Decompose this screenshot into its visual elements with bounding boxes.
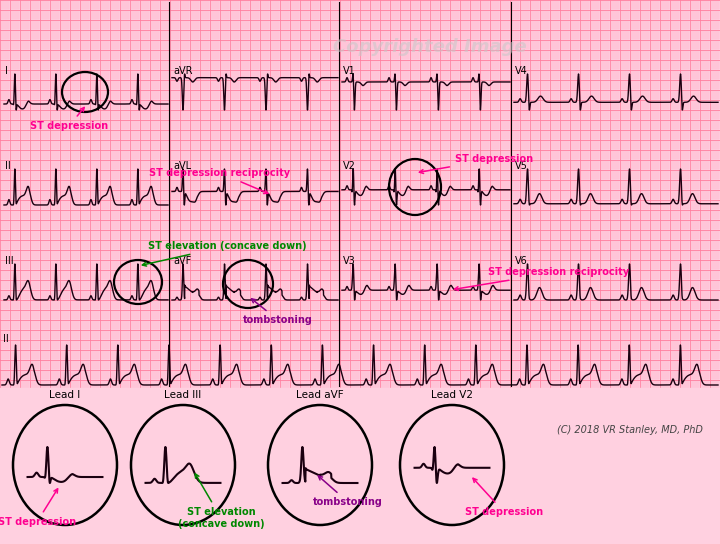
Text: aVF: aVF	[173, 256, 192, 266]
Text: V4: V4	[515, 66, 528, 76]
Text: tombstoning: tombstoning	[243, 299, 313, 325]
Text: tombstoning: tombstoning	[313, 476, 383, 507]
Text: Lead aVF: Lead aVF	[296, 390, 344, 400]
Text: ST depression reciprocity: ST depression reciprocity	[454, 267, 629, 290]
Text: II: II	[5, 161, 11, 171]
Text: Lead V2: Lead V2	[431, 390, 473, 400]
Text: aVR: aVR	[173, 66, 192, 76]
Text: Copyrighted Image: Copyrighted Image	[333, 38, 527, 56]
Text: ST elevation (concave down): ST elevation (concave down)	[143, 241, 307, 266]
Text: ST elevation
(concave down): ST elevation (concave down)	[178, 474, 264, 529]
Text: Lead III: Lead III	[164, 390, 202, 400]
Text: I: I	[5, 66, 8, 76]
Text: V1: V1	[343, 66, 356, 76]
Text: aVL: aVL	[173, 161, 191, 171]
Text: V5: V5	[515, 161, 528, 171]
Text: (C) 2018 VR Stanley, MD, PhD: (C) 2018 VR Stanley, MD, PhD	[557, 425, 703, 435]
Text: II: II	[3, 334, 9, 344]
Text: ST depression: ST depression	[0, 489, 76, 527]
Text: ST depression reciprocity: ST depression reciprocity	[150, 168, 291, 194]
Text: ST depression: ST depression	[420, 154, 533, 174]
Text: V2: V2	[343, 161, 356, 171]
Text: ST depression: ST depression	[465, 478, 543, 517]
Text: Lead I: Lead I	[50, 390, 81, 400]
Text: III: III	[5, 256, 14, 266]
Text: V6: V6	[515, 256, 528, 266]
Text: ST depression: ST depression	[30, 108, 108, 131]
Text: V3: V3	[343, 256, 356, 266]
